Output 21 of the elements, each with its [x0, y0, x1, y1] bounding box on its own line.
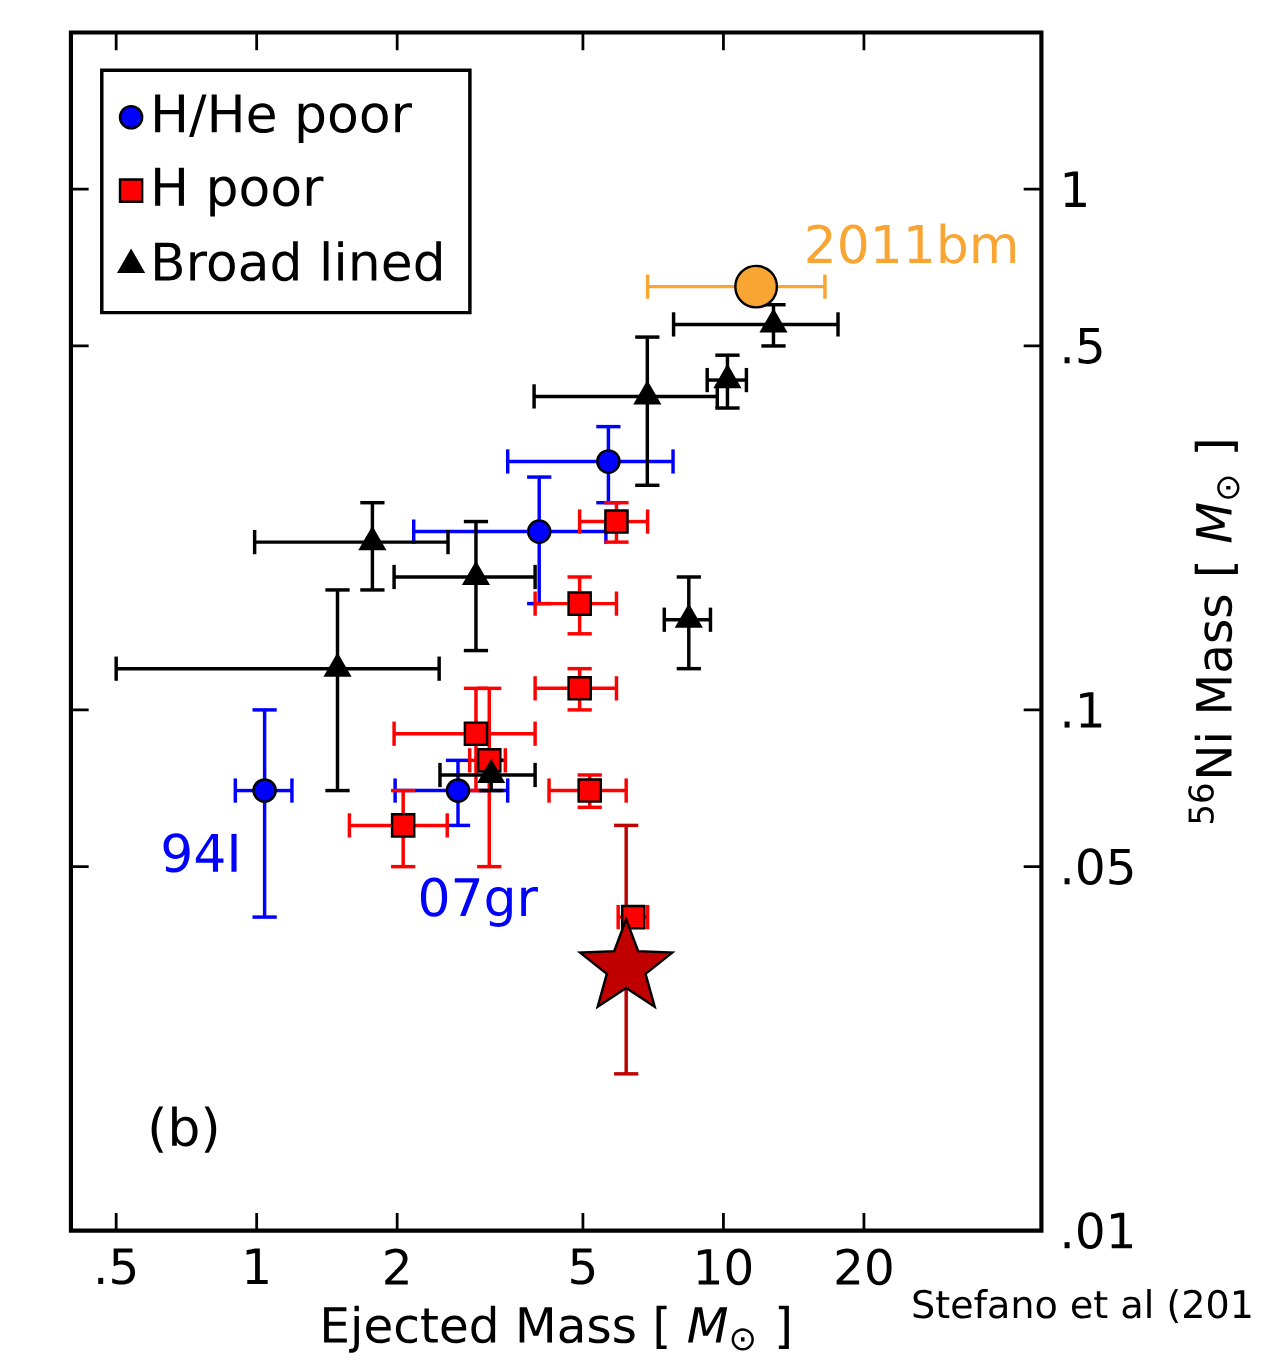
x-tick-label: 10 [697, 1248, 752, 1286]
y-tick-label: .5 [1064, 327, 1102, 364]
y-tick-label: .1 [1064, 692, 1102, 728]
x-tick-label: 5 [571, 1248, 595, 1285]
annotation: 94I [163, 833, 237, 873]
annotation: 2011bm [807, 223, 1015, 264]
x-tick-label: 20 [836, 1248, 892, 1286]
text: Stefano et al (201 [913, 1289, 1251, 1324]
y-tick-label: .05 [1064, 848, 1133, 885]
x-tick-label: .5 [98, 1248, 136, 1285]
legend-label: Broad lined [155, 241, 441, 282]
x-tick-label: 2 [385, 1248, 408, 1285]
legend-label: H/He poor [155, 94, 412, 144]
legend-label: H poor [155, 167, 324, 217]
x-tick-label: 1 [246, 1248, 268, 1284]
y-axis-title: $^{56}$Ni Mass [ M$_{⊙}$ ] [1188, 441, 1240, 823]
annotation: 07gr [420, 877, 538, 927]
y-tick-label: 1 [1064, 171, 1086, 207]
x-axis-title: Ejected Mass [ M$_{⊙}$ ] [324, 1305, 789, 1353]
annotation: (b) [151, 1106, 217, 1153]
y-tick-label: .01 [1064, 1212, 1133, 1249]
